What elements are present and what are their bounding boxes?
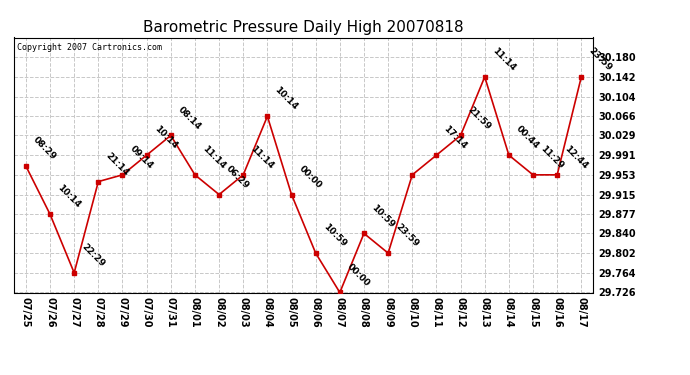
Text: 10:59: 10:59 bbox=[322, 222, 348, 249]
Text: 22:29: 22:29 bbox=[80, 242, 106, 268]
Text: 08:14: 08:14 bbox=[177, 105, 203, 131]
Text: 00:44: 00:44 bbox=[515, 124, 541, 151]
Title: Barometric Pressure Daily High 20070818: Barometric Pressure Daily High 20070818 bbox=[144, 20, 464, 35]
Text: Copyright 2007 Cartronics.com: Copyright 2007 Cartronics.com bbox=[17, 43, 161, 52]
Text: 21:14: 21:14 bbox=[104, 151, 130, 177]
Text: 23:59: 23:59 bbox=[587, 46, 613, 73]
Text: 10:14: 10:14 bbox=[152, 124, 179, 151]
Text: 21:59: 21:59 bbox=[466, 105, 493, 131]
Text: 00:00: 00:00 bbox=[346, 262, 372, 288]
Text: 11:29: 11:29 bbox=[539, 144, 565, 171]
Text: 12:44: 12:44 bbox=[563, 144, 589, 171]
Text: 11:14: 11:14 bbox=[491, 46, 517, 73]
Text: 10:14: 10:14 bbox=[273, 86, 299, 112]
Text: 17:14: 17:14 bbox=[442, 124, 469, 151]
Text: 06:29: 06:29 bbox=[225, 164, 251, 190]
Text: 09:14: 09:14 bbox=[128, 144, 155, 171]
Text: 10:14: 10:14 bbox=[56, 183, 82, 210]
Text: 23:59: 23:59 bbox=[394, 222, 420, 249]
Text: 11:14: 11:14 bbox=[201, 144, 227, 171]
Text: 08:29: 08:29 bbox=[32, 135, 58, 162]
Text: 11:14: 11:14 bbox=[249, 144, 275, 171]
Text: 10:59: 10:59 bbox=[370, 202, 396, 229]
Text: 00:00: 00:00 bbox=[297, 164, 324, 190]
